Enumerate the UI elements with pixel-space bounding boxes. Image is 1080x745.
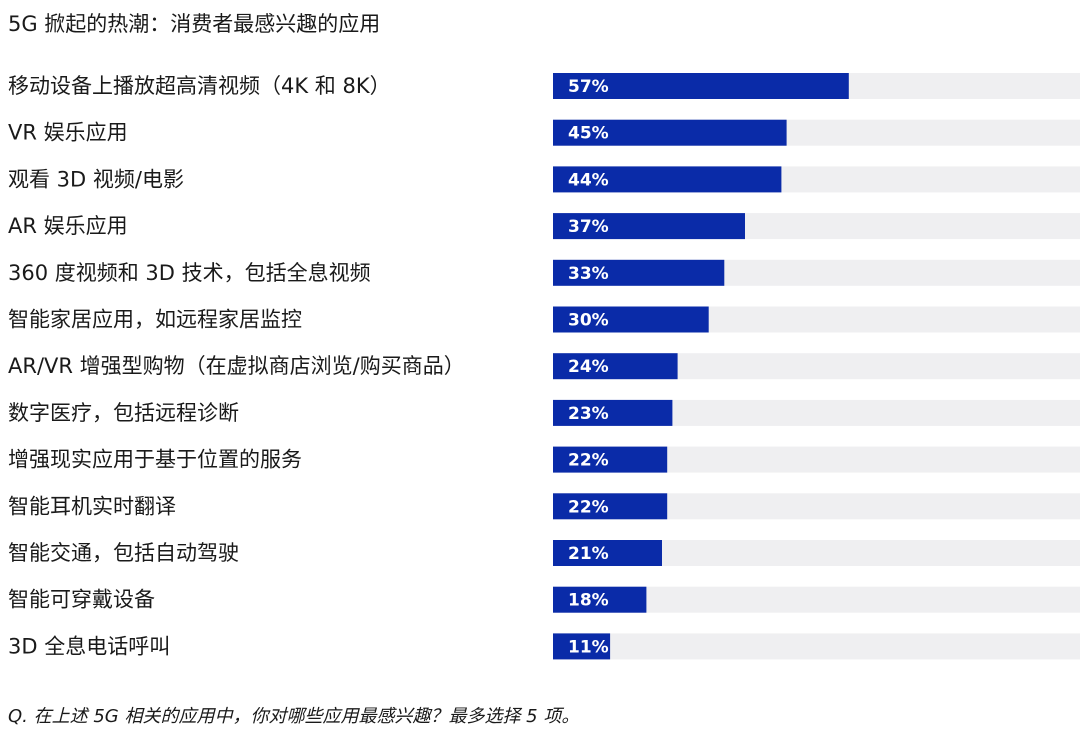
bar-value-label: 33% <box>568 264 609 284</box>
category-label: 智能交通，包括自动驾驶 <box>8 541 239 565</box>
bar <box>553 119 787 146</box>
bar <box>553 73 849 99</box>
bar-value-label: 23% <box>568 404 609 424</box>
bar-row: AR/VR 增强型购物（在虚拟商店浏览/购买商品） 24% <box>8 353 1080 380</box>
bar-value-label: 22% <box>568 451 609 471</box>
bar-row: 智能可穿戴设备 18% <box>8 586 1080 613</box>
category-label: 增强现实应用于基于位置的服务 <box>8 448 302 472</box>
category-label: 3D 全息电话呼叫 <box>8 634 170 658</box>
bar-row: 观看 3D 视频/电影 44% <box>8 166 1080 193</box>
bar-row: VR 娱乐应用 45% <box>8 119 1080 146</box>
category-label: 智能家居应用，如远程家居监控 <box>8 308 302 332</box>
category-label: VR 娱乐应用 <box>8 121 128 145</box>
bar-value-label: 22% <box>568 497 609 517</box>
bar-row: 360 度视频和 3D 技术，包括全息视频 33% <box>8 259 1080 286</box>
bar-row: 智能家居应用，如远程家居监控 30% <box>8 306 1080 333</box>
bar <box>553 399 673 426</box>
bar <box>553 633 611 660</box>
bar-value-label: 57% <box>568 77 609 97</box>
chart-title: 5G 掀起的热潮：消费者最感兴趣的应用 <box>8 12 381 36</box>
bar-value-label: 18% <box>568 591 609 611</box>
bar <box>553 306 709 333</box>
category-label: 智能耳机实时翻译 <box>8 494 176 518</box>
bar-row: AR 娱乐应用 37% <box>8 213 1080 240</box>
bar-value-label: 11% <box>568 637 609 657</box>
bar-row: 数字医疗，包括远程诊断 23% <box>8 399 1080 426</box>
bar-row: 智能耳机实时翻译 22% <box>8 493 1080 520</box>
survey-question-footnote: Q. 在上述 5G 相关的应用中，你对哪些应用最感兴趣？最多选择 5 项。 <box>8 706 580 727</box>
bar <box>553 213 745 240</box>
category-label: AR 娱乐应用 <box>8 214 128 238</box>
bar-value-label: 45% <box>568 124 609 144</box>
bar-row: 3D 全息电话呼叫 11% <box>8 633 1080 660</box>
bar <box>553 586 647 613</box>
bar-value-label: 21% <box>568 544 609 564</box>
bar-value-label: 30% <box>568 311 609 331</box>
bar-value-label: 24% <box>568 357 609 377</box>
bar <box>553 259 725 286</box>
bar <box>553 493 668 520</box>
category-label: 移动设备上播放超高清视频（4K 和 8K） <box>8 74 391 98</box>
bar-row: 智能交通，包括自动驾驶 21% <box>8 540 1080 566</box>
bar <box>553 446 668 473</box>
category-label: 智能可穿戴设备 <box>8 588 155 612</box>
category-label: 观看 3D 视频/电影 <box>8 167 184 191</box>
category-label: AR/VR 增强型购物（在虚拟商店浏览/购买商品） <box>8 354 465 378</box>
bar <box>553 540 662 566</box>
category-label: 360 度视频和 3D 技术，包括全息视频 <box>8 261 371 285</box>
bar-row: 移动设备上播放超高清视频（4K 和 8K） 57% <box>8 73 1080 99</box>
bar-value-label: 37% <box>568 217 609 237</box>
bar <box>553 166 782 193</box>
category-label: 数字医疗，包括远程诊断 <box>8 401 239 425</box>
bar <box>553 353 678 380</box>
bar-row: 增强现实应用于基于位置的服务 22% <box>8 446 1080 473</box>
bar-track <box>553 633 1080 660</box>
bar-value-label: 44% <box>568 170 609 190</box>
